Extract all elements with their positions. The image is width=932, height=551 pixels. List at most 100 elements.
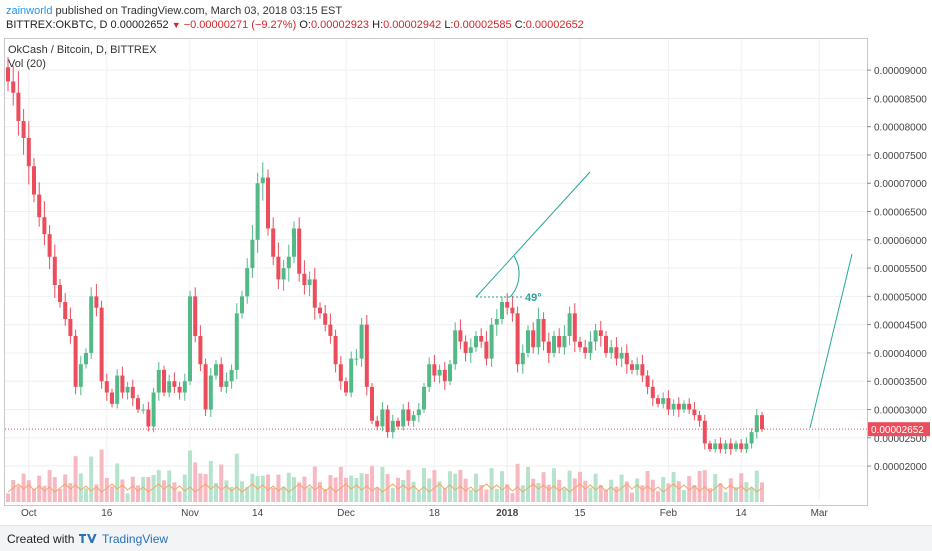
candle-body[interactable] <box>422 386 426 410</box>
candle-body[interactable] <box>760 415 764 430</box>
candle-body[interactable] <box>120 375 125 393</box>
candle-body[interactable] <box>323 313 328 325</box>
candle-body[interactable] <box>578 341 582 348</box>
price-chart[interactable]: 0.00002000 0.00002500 0.00003000 0.00003500… <box>0 0 932 525</box>
candle-body[interactable] <box>390 420 395 433</box>
candle-body[interactable] <box>73 335 78 387</box>
candle-body[interactable] <box>723 443 728 450</box>
chart-pane[interactable] <box>4 38 868 506</box>
candle-body[interactable] <box>6 67 10 82</box>
candle-body[interactable] <box>16 92 21 122</box>
candle-body[interactable] <box>567 313 572 336</box>
candle-body[interactable] <box>318 307 322 314</box>
candle-body[interactable] <box>442 369 447 382</box>
candle-body[interactable] <box>110 392 114 404</box>
candle-body[interactable] <box>427 364 432 387</box>
candle-body[interactable] <box>281 268 286 280</box>
candle-body[interactable] <box>370 386 374 421</box>
candle-body[interactable] <box>52 256 57 286</box>
candle-body[interactable] <box>240 296 244 314</box>
candle-body[interactable] <box>635 364 640 370</box>
candle-body[interactable] <box>557 335 562 348</box>
candle-body[interactable] <box>650 386 655 399</box>
candle-body[interactable] <box>692 409 697 416</box>
candle-body[interactable] <box>364 324 369 387</box>
candle-body[interactable] <box>78 364 83 387</box>
candle-body[interactable] <box>463 341 468 353</box>
candle-body[interactable] <box>26 137 31 167</box>
candle-body[interactable] <box>510 307 515 314</box>
candle-body[interactable] <box>151 392 156 427</box>
candle-body[interactable] <box>541 318 546 342</box>
candle-body[interactable] <box>448 364 452 382</box>
candle-body[interactable] <box>734 443 738 450</box>
candle-body[interactable] <box>214 364 218 376</box>
candle-body[interactable] <box>136 398 140 410</box>
candle-body[interactable] <box>505 302 510 308</box>
candle-body[interactable] <box>375 420 380 427</box>
candle-body[interactable] <box>37 194 42 218</box>
candle-body[interactable] <box>229 369 234 382</box>
candle-body[interactable] <box>250 239 255 269</box>
candle-body[interactable] <box>286 256 291 269</box>
candle-body[interactable] <box>307 279 312 286</box>
candle-body[interactable] <box>682 403 686 410</box>
candle-body[interactable] <box>125 386 130 393</box>
candle-body[interactable] <box>572 313 577 342</box>
candle-body[interactable] <box>489 324 494 359</box>
candle-body[interactable] <box>604 335 608 353</box>
trendline-drawing[interactable] <box>475 171 591 298</box>
candle-body[interactable] <box>177 386 182 393</box>
candle-body[interactable] <box>255 183 260 240</box>
candle-body[interactable] <box>63 302 68 319</box>
candle-body[interactable] <box>115 375 120 404</box>
candle-body[interactable] <box>609 347 614 353</box>
candle-body[interactable] <box>458 330 463 342</box>
candle-body[interactable] <box>583 347 588 353</box>
candle-body[interactable] <box>141 409 146 411</box>
candle-body[interactable] <box>162 369 166 393</box>
candle-body[interactable] <box>260 177 265 184</box>
candle-body[interactable] <box>697 415 702 421</box>
candle-body[interactable] <box>104 381 109 393</box>
candle-body[interactable] <box>536 318 541 348</box>
candle-body[interactable] <box>312 279 317 308</box>
publisher-link[interactable]: zainworld <box>6 5 53 17</box>
candle-body[interactable] <box>406 409 411 421</box>
candle-body[interactable] <box>203 364 208 410</box>
candle-body[interactable] <box>338 364 343 382</box>
candle-body[interactable] <box>401 409 406 427</box>
candle-body[interactable] <box>411 415 416 421</box>
candle-body[interactable] <box>562 335 567 348</box>
candle-body[interactable] <box>474 335 478 348</box>
candle-body[interactable] <box>484 341 489 359</box>
candle-body[interactable] <box>531 330 536 348</box>
candle-body[interactable] <box>598 330 603 336</box>
candle-body[interactable] <box>666 398 671 410</box>
candle-body[interactable] <box>99 307 104 382</box>
candle-body[interactable] <box>333 335 338 365</box>
candle-body[interactable] <box>515 313 520 365</box>
candle-body[interactable] <box>593 330 598 342</box>
candle-body[interactable] <box>359 324 364 359</box>
candle-body[interactable] <box>552 335 556 353</box>
candle-body[interactable] <box>713 443 718 450</box>
candle-body[interactable] <box>292 228 296 257</box>
candle-body[interactable] <box>754 415 759 433</box>
candle-body[interactable] <box>661 398 666 404</box>
candle-body[interactable] <box>47 234 52 257</box>
candle-body[interactable] <box>266 177 270 229</box>
candle-body[interactable] <box>526 330 530 353</box>
candle-body[interactable] <box>640 364 645 376</box>
candle-body[interactable] <box>198 335 203 365</box>
candle-body[interactable] <box>718 443 723 450</box>
candle-body[interactable] <box>302 273 307 286</box>
candle-body[interactable] <box>588 341 593 353</box>
candle-body[interactable] <box>42 217 47 235</box>
candle-body[interactable] <box>21 121 26 138</box>
candle-body[interactable] <box>520 352 525 365</box>
candle-body[interactable] <box>146 409 151 427</box>
candle-body[interactable] <box>188 296 192 382</box>
candle-body[interactable] <box>645 375 650 387</box>
candle-body[interactable] <box>193 296 198 336</box>
